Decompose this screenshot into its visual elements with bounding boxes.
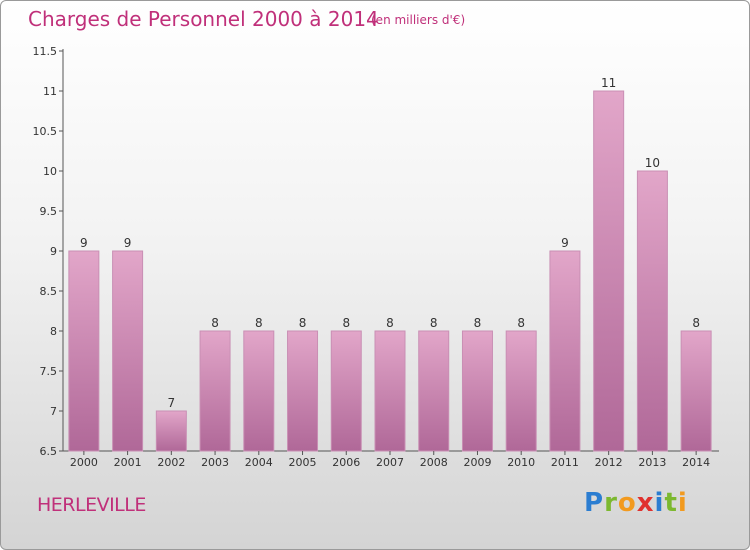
chart-title: Charges de Personnel 2000 à 2014 (28, 7, 379, 31)
bar-2009 (461, 330, 493, 452)
data-label-2011: 9 (561, 236, 569, 250)
y-tick-label: 7 (50, 405, 57, 418)
y-tick-label: 8.5 (40, 285, 58, 298)
y-tick-label: 6.5 (40, 445, 58, 458)
data-label-2006: 8 (342, 316, 350, 330)
bar-2008 (418, 330, 450, 452)
x-tick-label-2002: 2002 (157, 456, 185, 469)
x-tick-label-2001: 2001 (114, 456, 142, 469)
x-tick-label-2011: 2011 (551, 456, 579, 469)
x-tick-label-2014: 2014 (682, 456, 710, 469)
bar-2005 (287, 330, 319, 452)
x-tick-label-2010: 2010 (507, 456, 535, 469)
x-tick-label-2005: 2005 (289, 456, 317, 469)
x-tick-label-2003: 2003 (201, 456, 229, 469)
y-tick-label: 10.5 (33, 125, 58, 138)
bar-2011 (549, 250, 581, 452)
data-label-2001: 9 (124, 236, 132, 250)
x-tick-label-2000: 2000 (70, 456, 98, 469)
data-label-2005: 8 (299, 316, 307, 330)
y-tick-label: 10 (43, 165, 57, 178)
data-label-2003: 8 (211, 316, 219, 330)
x-tick-label-2007: 2007 (376, 456, 404, 469)
data-label-2010: 8 (517, 316, 525, 330)
x-tick-label-2006: 2006 (332, 456, 360, 469)
bar-2003 (199, 330, 231, 452)
data-label-2009: 8 (474, 316, 482, 330)
bar-2006 (330, 330, 362, 452)
data-label-2004: 8 (255, 316, 263, 330)
chart-subtitle: (en milliers d'€) (371, 13, 466, 27)
data-label-2000: 9 (80, 236, 88, 250)
y-tick-label: 9 (50, 245, 57, 258)
y-tick-label: 11.5 (33, 45, 58, 58)
proxiti-logo: Proxiti (584, 488, 688, 518)
data-label-2014: 8 (692, 316, 700, 330)
data-label-2013: 10 (645, 156, 660, 170)
bar-2002 (155, 410, 187, 452)
bar-2010 (505, 330, 537, 452)
x-tick-label-2009: 2009 (463, 456, 491, 469)
data-label-2012: 11 (601, 76, 616, 90)
data-label-2002: 7 (168, 396, 176, 410)
bar-2007 (374, 330, 406, 452)
bar-2001 (112, 250, 144, 452)
y-tick-label: 11 (43, 85, 57, 98)
bar-2000 (68, 250, 100, 452)
x-tick-label-2013: 2013 (638, 456, 666, 469)
bar-2013 (636, 170, 668, 452)
y-tick-label: 9.5 (40, 205, 58, 218)
x-tick-label-2012: 2012 (595, 456, 623, 469)
data-label-2008: 8 (430, 316, 438, 330)
place-name: HERLEVILLE (37, 494, 146, 516)
data-label-2007: 8 (386, 316, 394, 330)
bar-2014 (680, 330, 712, 452)
bar-2004 (243, 330, 275, 452)
x-tick-label-2008: 2008 (420, 456, 448, 469)
y-tick-label: 8 (50, 325, 57, 338)
x-tick-label-2004: 2004 (245, 456, 273, 469)
y-tick-label: 7.5 (40, 365, 58, 378)
bar-2012 (593, 90, 625, 452)
